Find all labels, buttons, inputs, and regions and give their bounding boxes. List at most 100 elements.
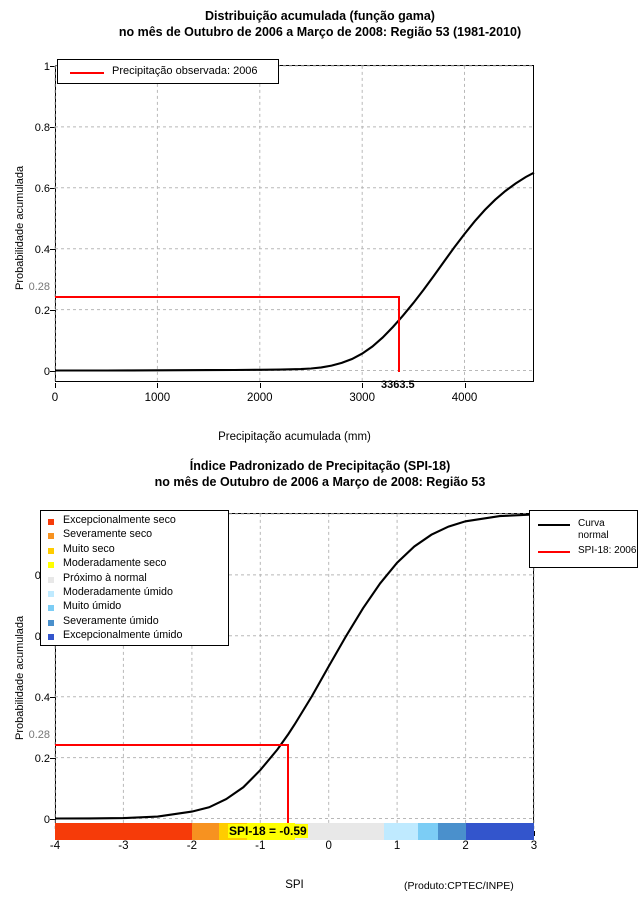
legend-swatch-icon	[48, 619, 54, 626]
legend-item-label: Excepcionalmente úmido	[63, 629, 183, 642]
panel1-xtick-4000: 4000	[451, 392, 478, 404]
panel1-legend-label: Precipitação observada: 2006	[112, 65, 258, 77]
panel2-curve-legend[interactable]: Curva normal SPI-18: 2006	[529, 510, 638, 568]
panel2-xtick-neg3: -3	[118, 840, 129, 852]
legend-swatch-icon	[48, 547, 54, 554]
colorbar-segment-excepcionalmente-umido	[465, 823, 535, 840]
panel1-gamma-cdf-curve	[55, 171, 535, 372]
panel1-reference-line-horizontal	[55, 295, 400, 298]
legend-item-label: Próximo à normal	[63, 571, 147, 584]
panel2-tickmark-y	[50, 757, 55, 759]
legend-swatch-icon	[48, 533, 54, 540]
spi-category-legend[interactable]: Excepcionalmente seco Severamente seco M…	[40, 510, 229, 646]
legend-swatch-icon	[48, 590, 54, 597]
panel1-reference-line-vertical	[398, 295, 401, 372]
legend-item[interactable]: Próximo à normal	[41, 572, 228, 586]
legend-item-label: Muito úmido	[63, 600, 122, 613]
panel1-title-line2: no mês de Outubro de 2006 a Março de 200…	[118, 25, 522, 39]
panel1-ytick-0_2: 0.2	[34, 305, 50, 317]
spi-normal-cdf-panel: Índice Padronizado de Precipitação (SPI-…	[0, 450, 640, 900]
legend-item[interactable]: Muito seco	[41, 543, 228, 557]
panel2-xtick-1: 1	[393, 840, 401, 852]
panel1-xtick-0: 0	[51, 392, 59, 404]
colorbar-segment-severamente-seco	[191, 823, 220, 840]
panel1-title: Distribuição acumulada (função gama) no …	[0, 8, 640, 40]
panel1-ytick-highlight: 0.28	[28, 281, 50, 293]
legend-item[interactable]: Muito úmido	[41, 600, 228, 614]
panel2-tickmark-x	[534, 831, 535, 836]
panel2-title: Índice Padronizado de Precipitação (SPI-…	[0, 458, 640, 490]
panel1-tickmark-y	[50, 65, 55, 67]
panel1-ytick-0_6: 0.6	[34, 183, 50, 195]
panel1-ytick-1_0: 1	[43, 61, 50, 73]
legend-curve-line-swatch	[538, 524, 570, 526]
colorbar-segment-proximo-a-normal	[294, 823, 384, 840]
panel1-ytick-0_0: 0	[43, 366, 50, 378]
panel2-reference-line-vertical	[287, 743, 290, 823]
panel1-ytick-0_4: 0.4	[34, 244, 50, 256]
panel2-title-line1: Índice Padronizado de Precipitação (SPI-…	[189, 459, 451, 473]
panel1-xtick-1000: 1000	[144, 392, 171, 404]
panel2-credit: (Produto:CPTEC/INPE)	[404, 880, 514, 892]
legend-swatch-icon	[48, 576, 54, 583]
colorbar-segment-excepcionalmente-seco	[55, 823, 192, 840]
legend-spi-label: SPI-18: 2006	[578, 545, 637, 556]
legend-swatch-icon	[48, 562, 54, 569]
panel1-observed-value-annotation: 3363.5	[381, 379, 415, 391]
panel1-xtick-3000: 3000	[349, 392, 375, 404]
panel2-xtick-2: 2	[462, 840, 469, 852]
panel1-legend[interactable]: Precipitação observada: 2006	[57, 59, 279, 84]
legend-swatch-icon	[48, 605, 54, 612]
legend-item[interactable]: Severamente úmido	[41, 615, 228, 629]
legend-item-label: Moderadamente úmido	[63, 585, 173, 598]
legend-item[interactable]: Severamente seco	[41, 528, 228, 542]
panel2-xtick-neg2: -2	[186, 840, 197, 852]
panel1-tickmark-x	[157, 383, 159, 388]
colorbar-segment-muito-umido	[417, 823, 439, 840]
legend-item[interactable]: Moderadamente úmido	[41, 586, 228, 600]
legend-item[interactable]: Moderadamente seco	[41, 557, 228, 571]
panel1-ytick-0_8: 0.8	[34, 122, 50, 134]
panel2-ytick-0_0: 0	[43, 814, 50, 826]
panel1-tickmark-y	[50, 187, 55, 189]
spi-value-badge: SPI-18 = -0.59	[228, 824, 308, 838]
panel2-ytick-0_4: 0.4	[34, 692, 50, 704]
panel2-ytick-0_2: 0.2	[34, 753, 50, 765]
gamma-cdf-panel: Distribuição acumulada (função gama) no …	[0, 8, 640, 443]
panel2-tickmark-y	[50, 818, 55, 820]
panel1-tickmark-x	[464, 383, 466, 388]
panel2-normal-cdf-curve	[54, 513, 535, 820]
panel1-x-axis-label: Precipitação acumulada (mm)	[218, 431, 371, 443]
legend-item-label: Excepcionalmente seco	[63, 514, 176, 526]
panel2-xtick-0: 0	[325, 840, 332, 852]
panel1-tickmark-y	[50, 370, 55, 372]
panel1-tickmark-x	[55, 383, 56, 388]
panel1-tickmark-x	[259, 383, 261, 388]
panel1-tickmark-x	[362, 383, 364, 388]
panel1-tickmark-y	[50, 126, 55, 128]
panel1-gridlines	[54, 65, 534, 382]
legend-item-label: Severamente úmido	[63, 614, 159, 627]
panel1-xtick-2000: 2000	[247, 392, 273, 404]
legend-swatch-icon	[48, 519, 54, 525]
legend-curve-label: Curva normal	[578, 518, 609, 542]
legend-item[interactable]: Excepcionalmente seco	[41, 514, 228, 528]
panel2-ytick-highlight: 0.28	[28, 729, 50, 741]
legend-swatch-icon	[48, 634, 54, 641]
panel1-title-line1: Distribuição acumulada (função gama)	[205, 9, 435, 23]
panel1-tickmark-y	[50, 248, 55, 250]
panel1-tickmark-y	[50, 309, 55, 311]
panel2-xtick-3: 3	[530, 840, 538, 852]
colorbar-segment-moderadamente-umido	[383, 823, 418, 840]
legend-spi-line-swatch	[538, 551, 570, 553]
legend-curve-label-line2: normal	[578, 530, 609, 541]
legend-item-label: Muito seco	[63, 542, 115, 555]
panel2-xtick-neg1: -1	[255, 840, 266, 852]
panel2-title-line2: no mês de Outubro de 2006 a Março de 200…	[154, 475, 486, 489]
legend-item-label: Moderadamente seco	[63, 557, 167, 570]
panel2-reference-line-horizontal	[55, 743, 289, 746]
panel1-legend-line-swatch	[70, 72, 104, 74]
panel2-tickmark-y	[50, 696, 55, 698]
legend-item[interactable]: Excepcionalmente úmido	[41, 629, 228, 643]
legend-curve-label-line1: Curva	[578, 518, 605, 529]
